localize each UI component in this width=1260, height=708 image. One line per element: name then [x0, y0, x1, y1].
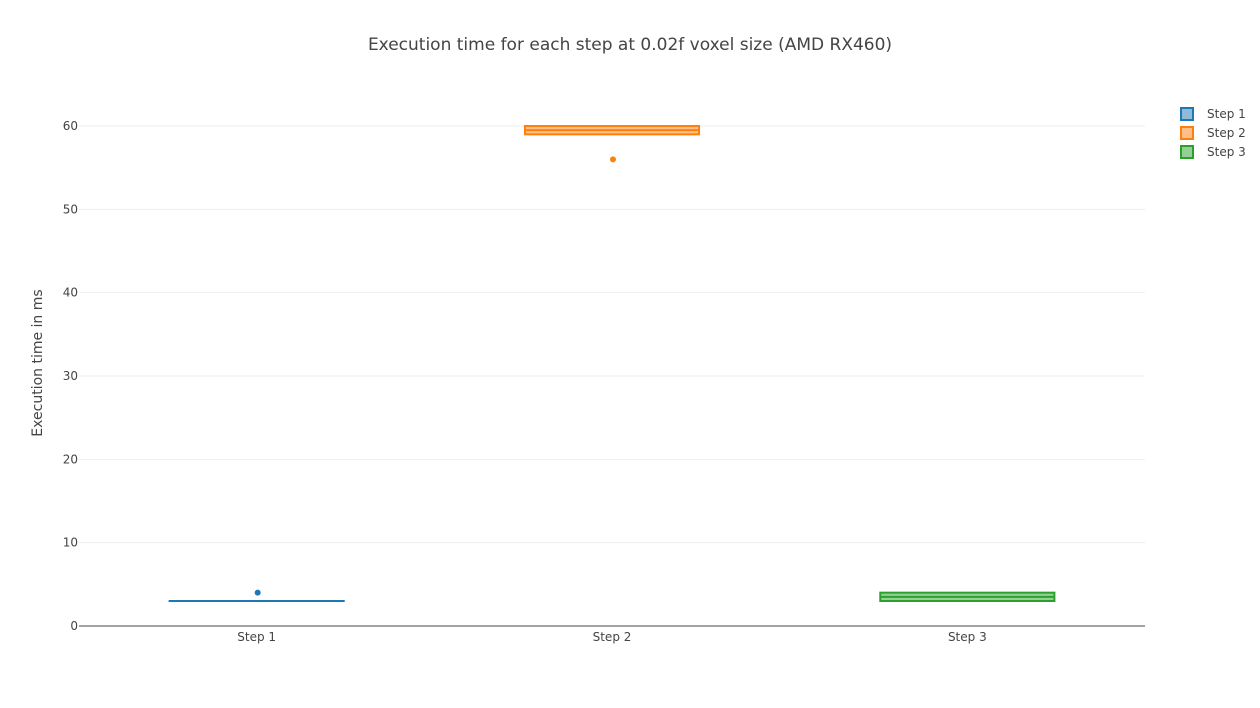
legend-item-1: Step 1 [1180, 107, 1246, 121]
box-2-outlier-1 [610, 156, 616, 163]
legend: Step 1 Step 2 Step 3 [1180, 107, 1246, 159]
legend-swatch-3 [1180, 145, 1194, 159]
x-axis-tick-labels: Step 1 Step 2 Step 3 [237, 630, 986, 644]
box-series [168, 125, 1056, 603]
box-1 [168, 589, 345, 603]
y-tick-label-0: 0 [70, 619, 78, 633]
x-tick-label-2: Step 2 [593, 630, 632, 644]
y-tick-label-20: 20 [63, 452, 78, 466]
legend-swatch-2 [1180, 126, 1194, 140]
y-tick-label-10: 10 [63, 536, 78, 550]
y-tick-label-30: 30 [63, 369, 78, 383]
box-2 [523, 125, 701, 163]
y-axis-title: Execution time in ms [30, 289, 46, 436]
y-tick-label-40: 40 [63, 286, 78, 300]
legend-label-1: Step 1 [1207, 107, 1246, 121]
x-tick-label-3: Step 3 [948, 630, 987, 644]
y-tick-label-50: 50 [63, 202, 78, 216]
legend-swatch-1 [1180, 107, 1194, 121]
x-tick-label-1: Step 1 [237, 630, 276, 644]
legend-label-3: Step 3 [1207, 145, 1246, 159]
y-tick-label-60: 60 [63, 119, 78, 133]
box-1-outlier-1 [254, 589, 261, 596]
legend-item-2: Step 2 [1180, 126, 1246, 140]
chart-title: Execution time for each step at 0.02f vo… [368, 35, 892, 55]
box-3 [879, 591, 1056, 603]
legend-item-3: Step 3 [1180, 145, 1246, 159]
legend-label-2: Step 2 [1207, 126, 1246, 140]
y-axis-tick-labels: 0 10 20 30 40 50 60 [63, 119, 78, 633]
